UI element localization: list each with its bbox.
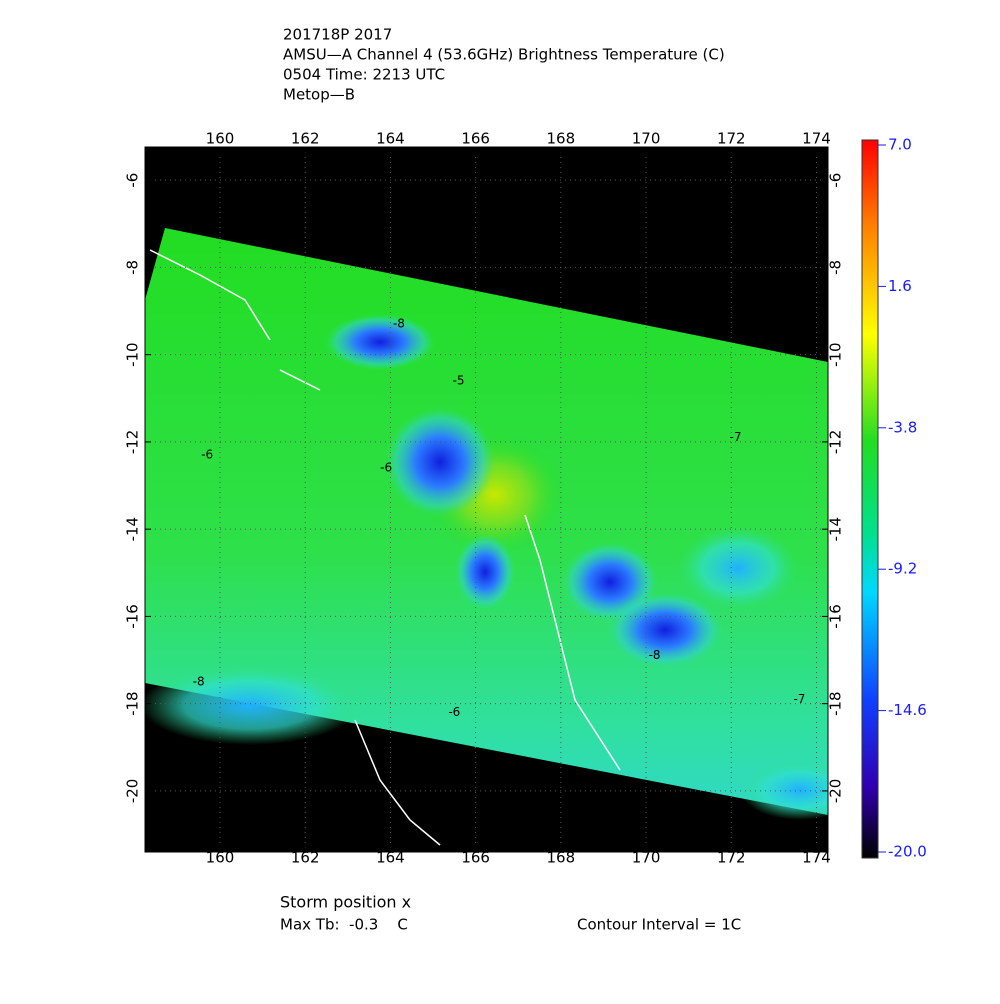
y-tick-label: -20 <box>827 779 845 804</box>
x-tick-label: 172 <box>717 130 746 148</box>
contour-label: -6 <box>448 705 460 719</box>
colorbar-label: -20.0 <box>888 843 927 861</box>
y-tick-label: -16 <box>124 604 142 629</box>
cool-region <box>145 665 360 745</box>
contour-label: -7 <box>730 430 742 444</box>
x-tick-label: 170 <box>632 849 661 867</box>
swath <box>145 228 828 846</box>
y-tick-label: -8 <box>124 260 142 275</box>
x-tick-label: 172 <box>717 849 746 867</box>
cold-region <box>325 314 435 370</box>
map-frame <box>144 146 829 853</box>
contour-label: -6 <box>380 461 392 475</box>
cool-region <box>740 760 828 820</box>
y-tick-label: -6 <box>827 173 845 188</box>
max-tb: Max Tb: -0.3 C <box>280 916 408 934</box>
x-tick-label: 166 <box>461 849 490 867</box>
colorbar-label: -3.8 <box>888 418 917 436</box>
y-tick-label: -12 <box>827 430 845 455</box>
contour-interval: Contour Interval = 1C <box>577 916 741 934</box>
x-tick-label: 168 <box>547 849 576 867</box>
storm-position: Storm position x <box>280 893 411 912</box>
coastline <box>149 249 621 846</box>
colorbar <box>861 139 879 859</box>
x-tick-label: 174 <box>802 130 831 148</box>
x-tick-label: 168 <box>547 130 576 148</box>
y-tick-label: -10 <box>124 342 142 367</box>
cold-region <box>385 407 495 517</box>
contour-label: -8 <box>649 648 661 662</box>
x-tick-label: 164 <box>376 130 405 148</box>
colorbar-label: 7.0 <box>888 136 912 154</box>
title-line: Metop—B <box>283 86 355 104</box>
x-tick-label: 160 <box>206 849 235 867</box>
colorbar-label: -9.2 <box>888 560 917 578</box>
cold-region <box>455 534 515 610</box>
x-tick-label: 170 <box>632 130 661 148</box>
y-tick-label: -18 <box>124 691 142 716</box>
header: 201718P 2017 AMSU—A Channel 4 (53.6GHz) B… <box>283 26 725 104</box>
y-tick-label: -16 <box>827 604 845 629</box>
title-line: 201718P 2017 <box>283 26 392 44</box>
contour-label: -8 <box>393 317 405 331</box>
contour-label: -8 <box>193 674 205 688</box>
cool-region <box>678 526 798 610</box>
contour-label: -5 <box>453 373 465 387</box>
x-tick-label: 164 <box>376 849 405 867</box>
grid: 160 160 162 162 164 164 166 166 168 168 170 170 172 1… <box>124 130 845 867</box>
y-tick-label: -8 <box>827 260 845 275</box>
y-tick-label: -12 <box>124 430 142 455</box>
x-tick-label: 160 <box>206 130 235 148</box>
cold-region <box>607 592 723 668</box>
y-tick-label: -14 <box>827 517 845 542</box>
y-tick-label: -10 <box>827 342 845 367</box>
y-tick-label: -18 <box>827 691 845 716</box>
title-line: 0504 Time: 2213 UTC <box>283 66 445 84</box>
x-tick-label: 166 <box>461 130 490 148</box>
title-line: AMSU—A Channel 4 (53.6GHz) Brightness Te… <box>283 46 725 64</box>
colorbar-label: -14.6 <box>888 701 927 719</box>
y-tick-label: -20 <box>124 779 142 804</box>
x-tick-label: 162 <box>291 849 320 867</box>
colorbar-label: 1.6 <box>888 277 912 295</box>
contour-label: -6 <box>201 448 213 462</box>
y-tick-label: -14 <box>124 517 142 542</box>
y-tick-label: -6 <box>124 173 142 188</box>
contour-label: -7 <box>793 692 805 706</box>
x-tick-label: 162 <box>291 130 320 148</box>
x-tick-label: 174 <box>802 849 831 867</box>
